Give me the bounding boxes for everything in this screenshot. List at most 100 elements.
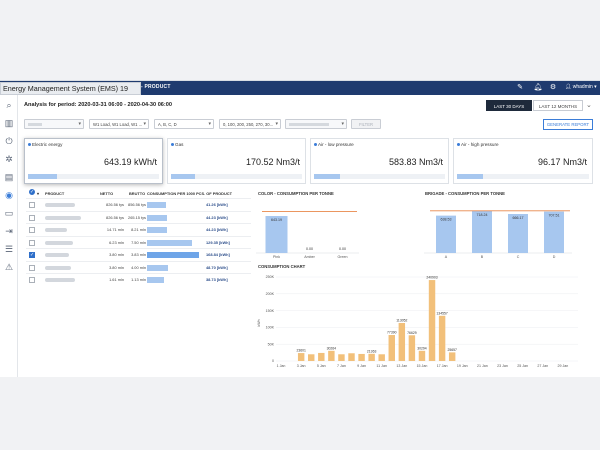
x-tick-label: 19 Jan: [457, 364, 468, 368]
tick-label: A: [445, 255, 448, 259]
table-row[interactable]: 1.61 mln 1.13 mln 38.73 [kWh]: [26, 273, 251, 285]
kpi-air-high[interactable]: Air - high pressure 96.17 Nm3/t: [453, 138, 593, 184]
search-icon[interactable]: ⌕: [6, 100, 12, 110]
filter-brigade-value: A, B, C, D: [158, 122, 177, 127]
header-netto[interactable]: NETTO: [100, 191, 114, 196]
brutto-cell: 4.00 mln: [131, 264, 146, 270]
netto-cell: 3.80 mln: [109, 252, 124, 257]
bar: [265, 216, 288, 253]
kpi-gas[interactable]: Gas 170.52 Nm3/t: [167, 138, 306, 184]
data-label: 113052: [396, 319, 407, 323]
chevron-down-icon[interactable]: ▾: [37, 191, 39, 196]
row-checkbox[interactable]: [29, 264, 35, 271]
product-name-redacted: [45, 240, 73, 245]
kpi-label: Air - low pressure: [318, 142, 354, 147]
consumption-value: 44.23 [kWh]: [206, 227, 228, 232]
brutto-cell: 3.83 mln: [131, 252, 146, 257]
data-label: 707.51: [549, 214, 560, 218]
kpi-bar-fill: [171, 174, 195, 179]
product-name-redacted: [45, 203, 75, 207]
bar: [308, 354, 315, 361]
table-row[interactable]: 3.80 mln 3.83 mln 168.84 [kWh]: [26, 248, 251, 260]
filter-product[interactable]: ▾: [285, 119, 347, 129]
x-tick-label: 27 Jan: [537, 364, 548, 368]
row-checkbox[interactable]: [29, 202, 35, 208]
chart-icon[interactable]: ▥: [4, 118, 14, 128]
brutto-cell: 8.21 mln: [131, 227, 146, 232]
data-label: 240903: [426, 276, 437, 280]
kpi-bar: [457, 174, 589, 179]
tick-label: Pink: [273, 255, 280, 259]
data-label: 643.19: [271, 218, 282, 222]
color-chart: 643.19 Pink 0.00 Amber 0.00 Green: [256, 211, 359, 259]
bar: [338, 354, 345, 361]
filter-load-value: W1 Load, W1 Load, W1 ...: [93, 122, 143, 127]
bar: [358, 353, 365, 361]
kpi-electric-energy[interactable]: Electric energy 643.19 kWh/t: [24, 138, 163, 184]
filter-brigade[interactable]: A, B, C, D ▾: [154, 119, 214, 129]
kpi-label: Electric energy: [32, 142, 63, 147]
product-name-redacted: [45, 278, 75, 282]
flame-icon: [171, 143, 174, 146]
kpi-air-low[interactable]: Air - low pressure 583.83 Nm3/t: [310, 138, 449, 184]
consumption-value: 168.84 [kWh]: [206, 252, 230, 257]
filter-load[interactable]: W1 Load, W1 Load, W1 ... ▾: [89, 119, 149, 129]
folder-icon[interactable]: ▭: [4, 208, 14, 218]
alarm-icon[interactable]: ⚠: [4, 262, 14, 272]
kpi-bar: [314, 174, 445, 179]
generate-report-button[interactable]: GENERATE REPORT: [543, 119, 593, 130]
bell-icon[interactable]: 🔔︎: [533, 84, 543, 91]
netto-cell: 826.56 tys: [106, 202, 124, 207]
consumption-bar: [147, 277, 165, 283]
plug-icon[interactable]: ⏻: [5, 136, 13, 146]
consumption-value: 129.35 [kWh]: [206, 239, 230, 245]
filter-size[interactable]: 0, 100, 200, 250, 270, 30... ▾: [219, 119, 281, 129]
gear-icon[interactable]: ⚙: [549, 84, 557, 91]
header-consumption[interactable]: CONSUMPTION PER 1000 PCS. OF PRODUCT: [147, 191, 232, 196]
header-product[interactable]: PRODUCT: [45, 191, 65, 196]
table-row[interactable]: 14.71 mln 8.21 mln 44.23 [kWh]: [26, 223, 251, 235]
table-row[interactable]: 3.80 mln 4.00 mln 48.70 [kWh]: [26, 260, 251, 273]
last-30-days-button[interactable]: LAST 30 DAYS: [486, 100, 532, 111]
sliders-icon[interactable]: ☰: [4, 244, 14, 254]
document-icon[interactable]: ▤: [4, 172, 14, 182]
chevron-down-icon[interactable]: ⌄: [586, 102, 592, 109]
row-checkbox[interactable]: [29, 227, 35, 233]
data-label: 25657: [447, 348, 457, 352]
header-brutto[interactable]: BRUTTO: [129, 191, 146, 196]
export-icon[interactable]: ⇥: [5, 226, 13, 236]
table-row[interactable]: 826.56 tys 265.15 tys 44.23 [kWh]: [26, 210, 251, 223]
product-name-redacted: [45, 215, 81, 220]
netto-cell: 1.61 mln: [109, 277, 124, 282]
select-all-checkbox[interactable]: [29, 189, 35, 195]
row-checkbox[interactable]: [29, 277, 35, 283]
tick-label: B: [481, 255, 484, 259]
bar: [544, 211, 564, 253]
x-tick-label: 3 Jan: [297, 364, 306, 368]
consumption-bar: [147, 227, 168, 233]
data-label: 76629: [407, 331, 417, 335]
kpi-label: Air - high pressure: [461, 142, 499, 147]
pencil-icon[interactable]: ✎: [517, 84, 523, 91]
kpi-bar-fill: [314, 174, 341, 179]
y-tick-label: 200K: [266, 292, 275, 296]
network-icon[interactable]: ✲: [5, 154, 13, 164]
data-label: 30294: [417, 346, 427, 350]
color-chart-title: COLOR - CONSUMPTION PER TONNE: [258, 191, 334, 196]
last-12-months-button[interactable]: LAST 12 MONTHS: [533, 100, 583, 111]
user-menu[interactable]: 👤︎ whadmin ▾: [565, 84, 597, 90]
bar: [388, 334, 395, 361]
filter-plant[interactable]: ▾: [24, 119, 84, 129]
bar: [318, 352, 325, 361]
kpi-bar: [28, 174, 159, 179]
table-row[interactable]: 6.23 mln 7.50 mln 129.35 [kWh]: [26, 235, 251, 248]
consumption-bar: [147, 239, 192, 246]
row-checkbox[interactable]: [29, 239, 35, 246]
y-tick-label: 0: [272, 359, 274, 363]
x-tick-label: 21 Jan: [477, 364, 488, 368]
filter-button[interactable]: FILTER: [351, 119, 381, 129]
product-icon[interactable]: ◉: [5, 190, 13, 200]
row-checkbox[interactable]: [29, 214, 35, 221]
row-checkbox[interactable]: [29, 252, 35, 258]
table-row[interactable]: 826.56 tys 856.56 tys 41.26 [kWh]: [26, 198, 251, 210]
